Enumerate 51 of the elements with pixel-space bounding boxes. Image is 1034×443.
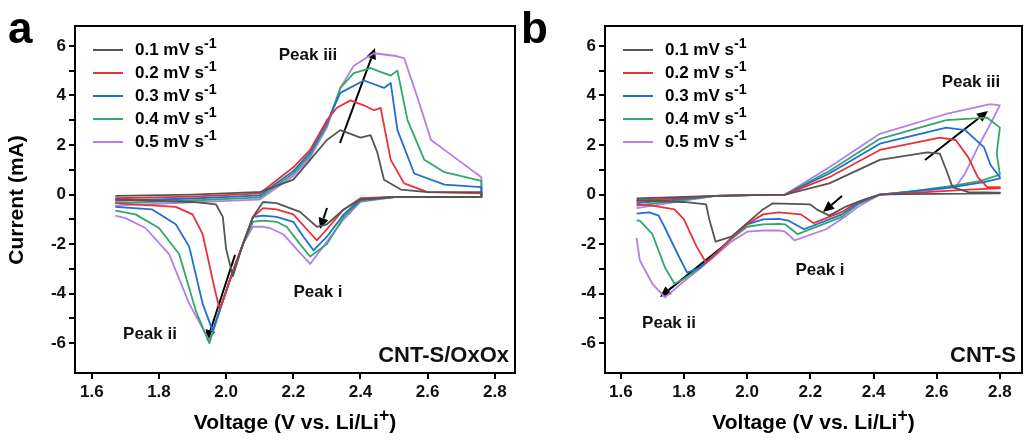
x-tick-label: 1.6 — [608, 381, 633, 401]
legend-label: 0.2 mV s$^{-1}$ — [665, 58, 747, 82]
x-tick-label: 2.8 — [483, 381, 507, 401]
x-tick-label: 2.0 — [735, 381, 759, 401]
legend-label: 0.1 mV s$^{-1}$ — [135, 35, 217, 59]
annotation: CNT-S — [950, 342, 1016, 368]
y-tick-label: 0 — [586, 184, 596, 204]
x-tick-label: 2.6 — [415, 381, 440, 401]
y-tick-label: 6 — [56, 35, 66, 55]
x-axis-title: Voltage (V vs. Li/Li$^{+}$) — [192, 405, 398, 434]
y-tick-label: 4 — [56, 85, 67, 105]
x-tick-label: 1.6 — [79, 381, 104, 401]
y-tick-label: 2 — [586, 134, 596, 154]
annotation: Peak ii — [123, 323, 177, 343]
y-tick-label: 4 — [586, 85, 597, 105]
y-tick-label: 2 — [56, 134, 66, 154]
annotation: Peak ii — [642, 313, 696, 333]
y-tick-label: -2 — [50, 233, 66, 253]
y-tick-label: -2 — [580, 233, 596, 253]
y-tick-label: -4 — [50, 283, 67, 303]
annotation: CNT-S/OxOx — [378, 342, 510, 368]
x-tick-label: 1.8 — [147, 381, 171, 401]
legend-label: 0.5 mV s$^{-1}$ — [665, 127, 747, 151]
legend-label: 0.4 mV s$^{-1}$ — [665, 104, 747, 128]
y-tick-label: 6 — [586, 35, 596, 55]
x-tick-label: 2.4 — [861, 381, 886, 401]
legend-label: 0.5 mV s$^{-1}$ — [135, 127, 217, 151]
annotation: Peak iii — [941, 71, 1001, 91]
y-tick-label: -6 — [580, 332, 596, 352]
x-tick-label: 2.4 — [348, 381, 373, 401]
chart-title: b — [521, 3, 548, 52]
legend-label: 0.3 mV s$^{-1}$ — [665, 81, 747, 105]
x-axis-title: Voltage (V vs. Li/Li$^{+}$) — [711, 405, 916, 434]
y-tick-label: -4 — [580, 283, 597, 303]
x-tick-label: 2.0 — [214, 381, 238, 401]
legend-label: 0.2 mV s$^{-1}$ — [135, 58, 217, 82]
legend-label: 0.1 mV s$^{-1}$ — [665, 35, 747, 59]
y-axis-title: Current (mA) — [3, 134, 28, 265]
x-tick-label: 2.2 — [281, 381, 306, 401]
legend-label: 0.3 mV s$^{-1}$ — [135, 81, 217, 105]
y-tick-label: -6 — [50, 332, 66, 352]
x-tick-label: 2.8 — [988, 381, 1012, 401]
x-tick-label: 2.6 — [924, 381, 949, 401]
annotation: Peak i — [795, 259, 845, 279]
chart-title: a — [8, 3, 33, 52]
annotation: Peak i — [293, 281, 343, 301]
x-tick-label: 1.8 — [672, 381, 696, 401]
legend-label: 0.4 mV s$^{-1}$ — [135, 104, 217, 128]
annotation: Peak iii — [278, 44, 338, 64]
y-tick-label: 0 — [56, 184, 66, 204]
x-tick-label: 2.2 — [798, 381, 823, 401]
